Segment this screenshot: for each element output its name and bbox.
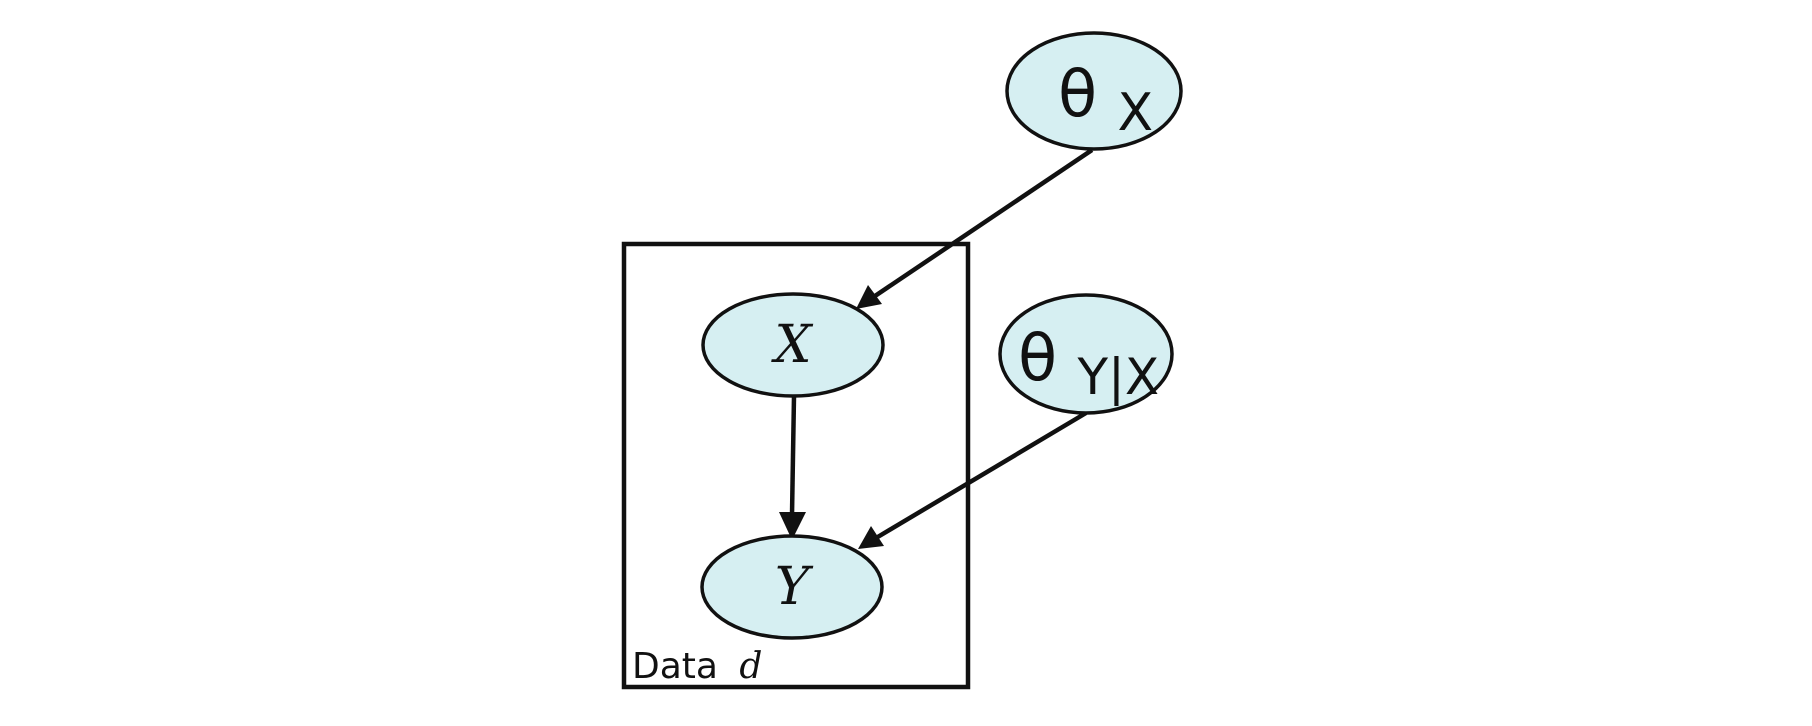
node-y-label: Y	[775, 557, 814, 617]
edge-theta-y-given-x-to-y	[858, 411, 1088, 549]
plate-label-var: d	[739, 646, 762, 687]
node-x-ellipse	[701, 292, 885, 398]
node-theta-x-label: θ X	[1058, 58, 1153, 143]
edge-x-to-y	[779, 395, 806, 540]
node-y: Y	[700, 534, 884, 640]
node-y-ellipse	[700, 534, 884, 640]
theta-y-given-x-subscript: Y|X	[1077, 348, 1160, 406]
node-theta-y-given-x-ellipse	[998, 293, 1174, 415]
edge-theta-x-to-x	[856, 148, 1094, 309]
node-theta-y-given-x: θ Y|X	[998, 293, 1174, 415]
theta-x-symbol: θ	[1058, 58, 1097, 132]
node-theta-y-given-x-label: θ Y|X	[1018, 322, 1159, 406]
data-plate	[621, 241, 971, 690]
plate-label-prefix: Data	[632, 646, 718, 687]
node-x: X	[701, 292, 885, 398]
node-theta-x: θ X	[1005, 31, 1183, 151]
node-x-label: X	[770, 315, 813, 375]
plate-label: Data d	[632, 646, 762, 687]
theta-x-subscript: X	[1118, 83, 1154, 143]
theta-y-given-x-symbol: θ	[1018, 322, 1057, 396]
node-theta-x-ellipse	[1005, 31, 1183, 151]
